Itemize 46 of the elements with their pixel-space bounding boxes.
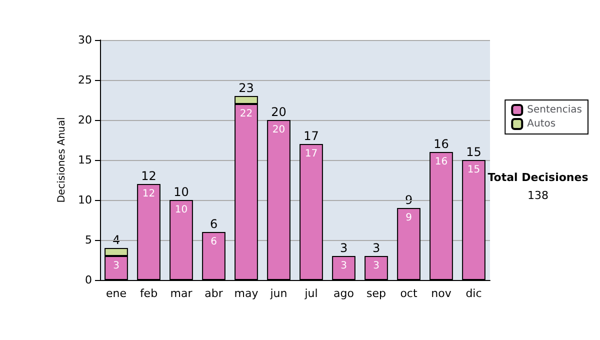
data-label: 9 bbox=[406, 212, 412, 224]
x-tick-label: jun bbox=[269, 287, 288, 300]
y-tick-label: 10 bbox=[78, 194, 92, 206]
total-label: 15 bbox=[466, 145, 482, 159]
data-label: 3 bbox=[113, 260, 120, 272]
x-tick-label: sep bbox=[366, 287, 386, 300]
data-label: 22 bbox=[240, 108, 253, 120]
total-label: 20 bbox=[271, 105, 286, 119]
x-tick-label: nov bbox=[431, 287, 452, 300]
total-label: 12 bbox=[141, 169, 156, 183]
data-label: 12 bbox=[142, 188, 156, 200]
x-tick-label: mar bbox=[170, 287, 193, 300]
data-label: 6 bbox=[210, 236, 217, 248]
data-label: 16 bbox=[434, 156, 448, 168]
y-tick-label: 20 bbox=[78, 114, 92, 126]
total-label: 6 bbox=[210, 217, 218, 231]
total-label: 16 bbox=[434, 137, 449, 151]
x-tick-label: jul bbox=[304, 287, 318, 300]
y-tick-label: 25 bbox=[78, 74, 92, 86]
y-tick-label: 30 bbox=[78, 34, 92, 46]
y-tick-label: 0 bbox=[85, 274, 92, 286]
x-tick-label: abr bbox=[204, 287, 224, 300]
data-label: 15 bbox=[467, 164, 480, 176]
y-tick-label: 5 bbox=[85, 234, 92, 246]
legend-label: Sentencias bbox=[527, 104, 582, 116]
total-label: 3 bbox=[340, 241, 348, 255]
x-tick-label: feb bbox=[140, 287, 158, 300]
data-label: 3 bbox=[340, 260, 347, 272]
text: 138 bbox=[528, 189, 548, 202]
x-tick-label: may bbox=[234, 287, 259, 300]
y-axis-title: Decisiones Anual bbox=[56, 117, 68, 203]
data-label: 3 bbox=[373, 260, 380, 272]
x-tick-label: ago bbox=[334, 287, 354, 300]
total-label: 10 bbox=[174, 185, 189, 199]
data-label: 20 bbox=[272, 124, 286, 136]
x-tick-label: ene bbox=[106, 287, 127, 300]
annotation: Total Decisiones bbox=[488, 171, 589, 184]
data-label: 10 bbox=[174, 204, 188, 216]
data-label: 17 bbox=[304, 148, 318, 160]
y-tick-label: 15 bbox=[78, 154, 92, 166]
total-label: 17 bbox=[304, 129, 319, 143]
x-tick-label: oct bbox=[400, 287, 418, 300]
legend-label: Autos bbox=[527, 118, 556, 130]
total-label: 3 bbox=[372, 241, 380, 255]
x-tick-label: dic bbox=[466, 287, 482, 300]
total-label: 23 bbox=[238, 81, 254, 95]
